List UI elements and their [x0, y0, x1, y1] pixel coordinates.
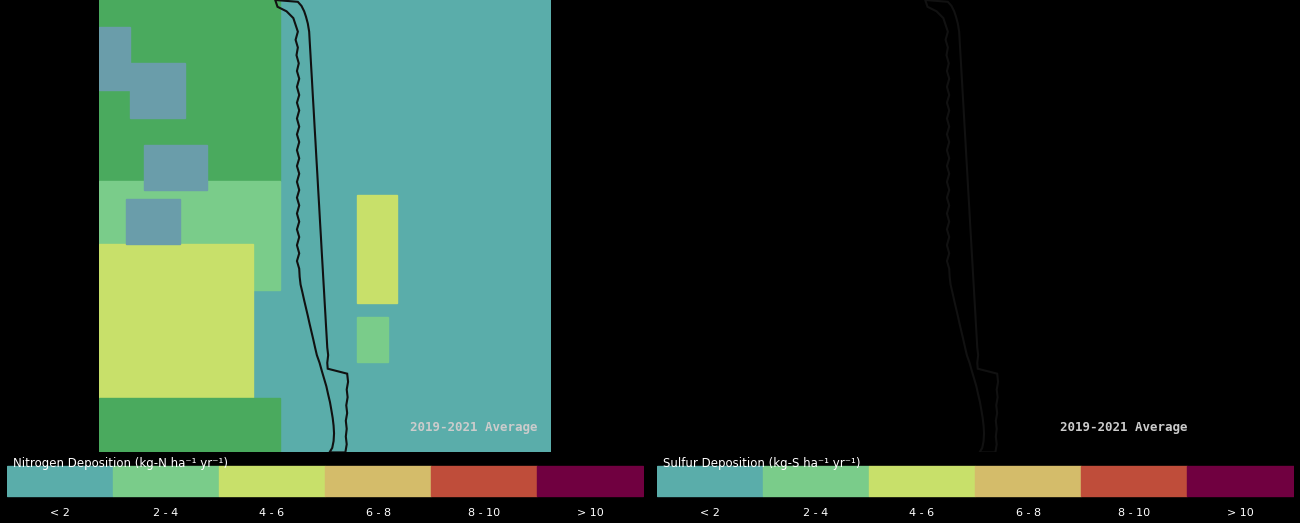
Text: < 2: < 2 — [699, 507, 719, 518]
Bar — [325, 466, 432, 496]
Text: 6 - 8: 6 - 8 — [365, 507, 390, 518]
Bar — [763, 466, 868, 496]
Bar — [6, 466, 113, 496]
Bar — [99, 27, 130, 90]
Text: < 2: < 2 — [49, 507, 69, 518]
Bar — [113, 466, 218, 496]
Bar — [537, 466, 644, 496]
Text: > 10: > 10 — [577, 507, 603, 518]
Text: 2019-2021 Average: 2019-2021 Average — [1060, 422, 1188, 434]
Bar — [975, 466, 1082, 496]
Bar — [99, 244, 252, 407]
Text: > 10: > 10 — [1227, 507, 1253, 518]
Bar — [99, 0, 280, 181]
Text: 4 - 6: 4 - 6 — [910, 507, 935, 518]
Text: 6 - 8: 6 - 8 — [1015, 507, 1040, 518]
Bar — [99, 398, 280, 452]
Bar — [126, 199, 181, 244]
Bar — [1187, 466, 1294, 496]
Text: Nitrogen Deposition (kg-N ha⁻¹ yr⁻¹): Nitrogen Deposition (kg-N ha⁻¹ yr⁻¹) — [13, 457, 227, 470]
Bar — [356, 195, 398, 303]
Bar — [1082, 466, 1187, 496]
Text: 2 - 4: 2 - 4 — [803, 507, 828, 518]
Bar — [144, 145, 208, 190]
Bar — [218, 466, 325, 496]
Text: 2 - 4: 2 - 4 — [153, 507, 178, 518]
Text: 8 - 10: 8 - 10 — [468, 507, 500, 518]
Text: 4 - 6: 4 - 6 — [260, 507, 285, 518]
Bar — [356, 316, 389, 362]
Bar — [99, 181, 280, 290]
Text: 2019-2021 Average: 2019-2021 Average — [410, 422, 538, 434]
Bar — [656, 466, 763, 496]
Bar — [432, 466, 537, 496]
Bar — [868, 466, 975, 496]
Text: 8 - 10: 8 - 10 — [1118, 507, 1150, 518]
Text: Sulfur Deposition (kg-S ha⁻¹ yr⁻¹): Sulfur Deposition (kg-S ha⁻¹ yr⁻¹) — [663, 457, 861, 470]
Bar — [130, 63, 185, 118]
